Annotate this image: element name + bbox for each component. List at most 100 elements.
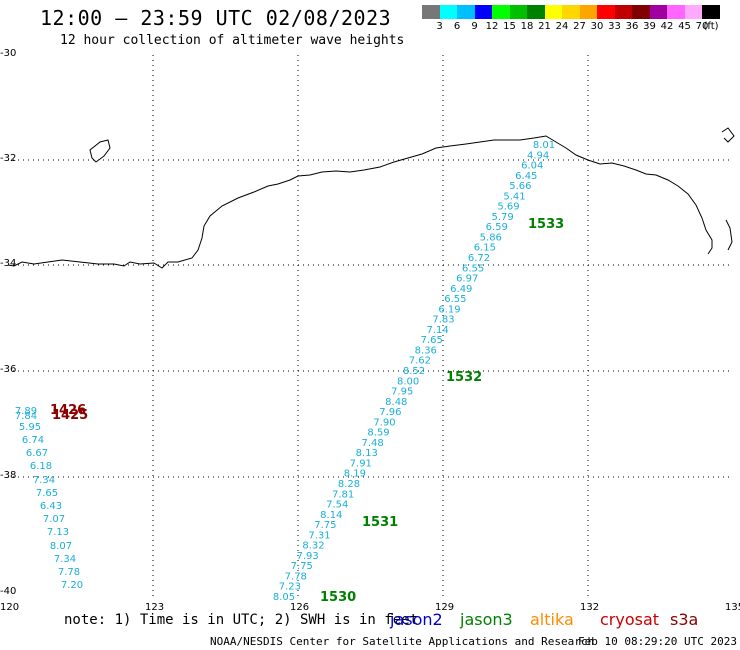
scale-label: 27	[573, 21, 586, 32]
swh-value: 5.69	[497, 202, 519, 213]
scale-label: 6	[453, 21, 461, 32]
scale-swatch	[702, 5, 720, 19]
swh-value: 7.31	[308, 530, 330, 541]
legend-altika: altika	[530, 610, 574, 629]
swh-value: 7.62	[409, 356, 431, 367]
swh-value: 6.67	[26, 448, 48, 459]
scale-swatch	[527, 5, 545, 19]
legend-jason3: jason3	[460, 610, 513, 629]
swh-value: 5.86	[480, 233, 502, 244]
swh-value: 8.48	[385, 397, 407, 408]
swh-value: 6.49	[450, 284, 472, 295]
swh-value: 7.23	[279, 582, 301, 593]
swh-value: 8.19	[344, 469, 366, 480]
track-1426: 7.897.845.95 6.74 6.67 6.18 7.34 7.65 6.43 7.07…	[15, 403, 88, 591]
lat-label: -30	[0, 48, 17, 59]
credit-timestamp: Feb 10 08:29:20 UTC 2023	[578, 635, 737, 648]
lon-label: 135	[725, 602, 740, 613]
swh-value: 6.72	[468, 253, 490, 264]
swh-value: 7.75	[291, 561, 313, 572]
scale-swatch	[632, 5, 650, 19]
kangaroo-island	[89, 139, 111, 163]
page-subtitle: 12 hour collection of altimeter wave hei…	[60, 33, 405, 48]
scale-label: 18	[520, 21, 534, 32]
lat-label: -34	[0, 258, 17, 269]
scale-swatch	[439, 5, 457, 19]
scale-label: 42	[660, 21, 674, 32]
scale-swatch	[422, 5, 440, 19]
scale-label: 9	[471, 21, 478, 32]
swh-value: 6.97	[456, 274, 478, 285]
swh-value: 8.28	[338, 479, 360, 490]
scale-swatch	[544, 5, 562, 19]
scale-swatch	[649, 5, 667, 19]
scale-unit: (ft)	[703, 21, 719, 32]
swh-value: 7.90	[373, 417, 395, 428]
scale-swatch	[597, 5, 615, 19]
graticule	[8, 55, 733, 600]
pass-label: 1425	[52, 408, 88, 423]
swh-value: 6.43	[40, 501, 62, 512]
legend-jason2: jason2	[390, 610, 443, 629]
lon-label: 120	[0, 602, 20, 613]
swh-value: 4.94	[527, 150, 549, 161]
credit-line: NOAA/NESDIS Center for Satellite Applica…	[210, 635, 595, 648]
lon-label: 123	[145, 602, 165, 613]
swh-value: 6.19	[438, 304, 460, 315]
scale-swatch	[492, 5, 510, 19]
scale-swatch	[684, 5, 702, 19]
pass-label: 1531	[362, 515, 398, 530]
swh-value: 8.14	[320, 510, 342, 521]
lat-label: -32	[0, 153, 17, 164]
swh-value: 7.95	[391, 387, 413, 398]
swh-value: 8.52	[403, 366, 425, 377]
swh-value: 7.20	[61, 580, 83, 591]
swh-value: 7.93	[296, 551, 318, 562]
australia-coastline	[7, 135, 713, 269]
scale-label: 21	[538, 21, 551, 32]
scale-label: 30	[590, 21, 604, 32]
legend-s3a: s3a	[670, 610, 699, 629]
swh-value: 7.75	[314, 520, 336, 531]
swh-value: 8.59	[367, 428, 389, 439]
scale-swatch	[474, 5, 492, 19]
scale-label: 3	[436, 21, 443, 32]
swh-value: 5.95	[19, 422, 41, 433]
pass-label: 1533	[528, 217, 564, 232]
swh-value: 7.65	[36, 488, 58, 499]
lat-label: -40	[0, 586, 17, 597]
scale-label: 33	[608, 21, 621, 32]
scale-label: 70	[695, 21, 709, 32]
swh-value: 8.32	[302, 541, 324, 552]
swh-value: 5.66	[509, 181, 531, 192]
lon-label: 132	[580, 602, 600, 613]
lon-label: 129	[435, 602, 455, 613]
swh-value: 6.74	[22, 435, 44, 446]
pass-label: 1530	[320, 590, 356, 605]
scale-swatch	[579, 5, 597, 19]
scale-label: 24	[555, 21, 569, 32]
swh-value: 6.55	[462, 263, 484, 274]
swh-value: 6.59	[486, 222, 508, 233]
footer-note: note: 1) Time is in UTC; 2) SWH is in fe…	[64, 612, 419, 628]
swh-value: 6.15	[474, 243, 496, 254]
swh-value: 6.45	[515, 171, 537, 182]
swh-value: 5.79	[491, 212, 513, 223]
scale-label: 15	[503, 21, 516, 32]
swh-value: 8.05	[273, 592, 295, 603]
legend-cryosat: cryosat	[600, 610, 660, 629]
swh-value: 7.13	[47, 527, 69, 538]
lon-label: 126	[290, 602, 310, 613]
swh-value: 7.34	[33, 475, 55, 486]
scale-label: 45	[678, 21, 691, 32]
swh-value: 7.91	[350, 459, 372, 470]
scale-swatch	[457, 5, 475, 19]
lat-label: -38	[0, 470, 17, 481]
swh-value: 8.00	[397, 376, 419, 387]
swh-value: 8.13	[356, 448, 378, 459]
swh-value: 8.36	[415, 346, 437, 357]
swh-value: 7.96	[379, 407, 401, 418]
swh-value: 7.89	[15, 406, 37, 417]
scale-swatch	[614, 5, 632, 19]
